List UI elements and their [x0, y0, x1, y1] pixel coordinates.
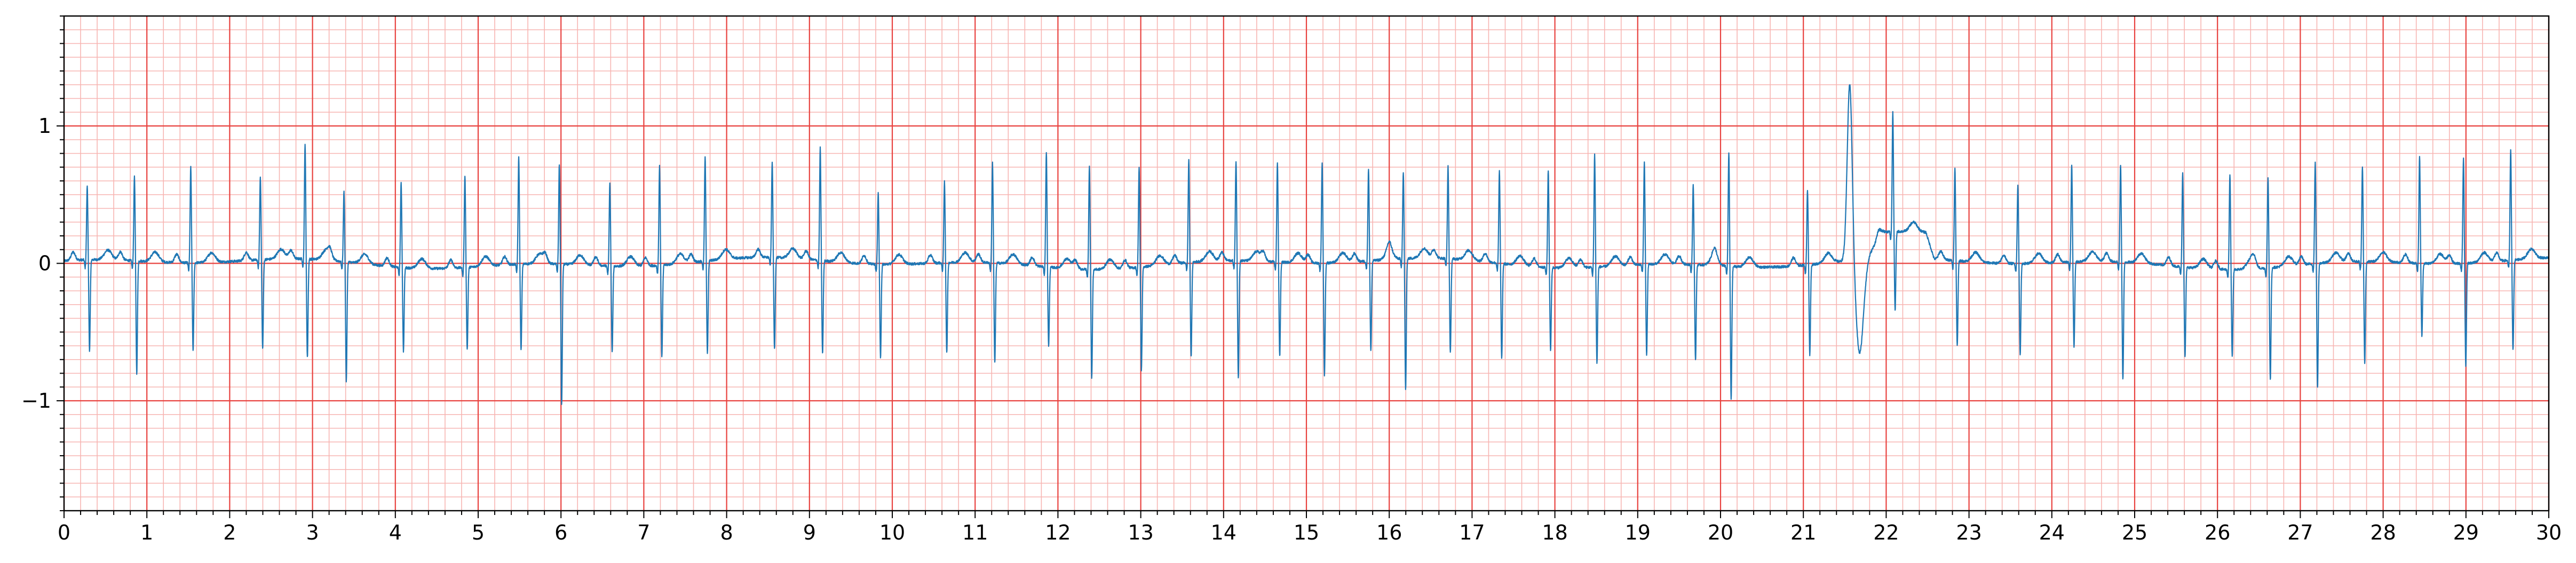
x-tick-label: 26 — [2205, 521, 2230, 544]
ecg-trace-line — [63, 84, 2550, 405]
y-tick-label: 1 — [38, 114, 51, 138]
x-tick-label: 5 — [472, 521, 485, 544]
x-tick-label: 11 — [962, 521, 988, 544]
x-tick-label: 24 — [2039, 521, 2065, 544]
x-tick-label: 20 — [1708, 521, 1733, 544]
y-tick-label: −1 — [21, 389, 51, 413]
tick-marks — [57, 15, 2549, 518]
x-tick-label: 0 — [58, 521, 70, 544]
x-tick-label: 27 — [2287, 521, 2313, 544]
x-tick-label: 19 — [1625, 521, 1651, 544]
y-tick-label: 0 — [38, 252, 51, 275]
x-tick-label: 13 — [1128, 521, 1153, 544]
x-tick-label: 4 — [389, 521, 402, 544]
x-tick-label: 17 — [1459, 521, 1485, 544]
x-tick-label: 18 — [1542, 521, 1567, 544]
x-tick-label: 7 — [637, 521, 650, 544]
x-tick-label: 3 — [306, 521, 319, 544]
series-group — [63, 84, 2550, 405]
x-tick-label: 10 — [879, 521, 905, 544]
x-tick-label: 21 — [1790, 521, 1816, 544]
x-tick-label: 8 — [720, 521, 733, 544]
x-tick-label: 2 — [223, 521, 236, 544]
x-tick-label: 22 — [1873, 521, 1899, 544]
tick-labels: 0 1 2 3 4 5 6 7 8 9 10 11 12 13 14 15 16 17 18 19 20 21 22 23 24… — [21, 114, 2562, 544]
x-tick-label: 9 — [803, 521, 816, 544]
x-tick-label: 30 — [2536, 521, 2562, 544]
x-tick-label: 28 — [2370, 521, 2396, 544]
x-tick-label: 23 — [1956, 521, 1981, 544]
x-tick-label: 16 — [1376, 521, 1402, 544]
x-tick-label: 14 — [1211, 521, 1237, 544]
x-tick-label: 1 — [140, 521, 153, 544]
x-tick-label: 12 — [1045, 521, 1071, 544]
x-tick-label: 29 — [2453, 521, 2479, 544]
x-tick-label: 15 — [1294, 521, 1319, 544]
x-tick-label: 25 — [2122, 521, 2147, 544]
x-tick-label: 6 — [554, 521, 567, 544]
major-grid — [63, 16, 2550, 511]
